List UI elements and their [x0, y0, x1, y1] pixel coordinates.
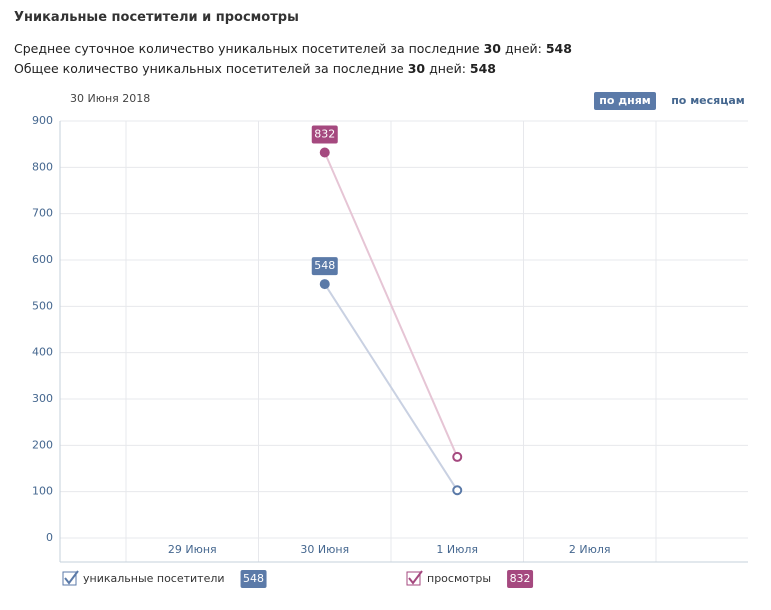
y-tick-label: 200 [32, 438, 53, 451]
point [452, 451, 463, 462]
legend-badge [240, 570, 267, 588]
legend-badge [507, 570, 534, 588]
summary-days: 30 [407, 61, 426, 76]
date-label: 30 Июня 2018 [70, 92, 150, 105]
y-tick-label: 400 [32, 346, 53, 359]
point [452, 485, 463, 496]
day-button-label[interactable]: по дням [599, 94, 651, 107]
y-tick-label: 500 [32, 299, 53, 312]
value-badge [311, 125, 338, 144]
summary-value: 548 [469, 61, 496, 76]
y-tick-label: 300 [32, 392, 53, 405]
legend-total: 548 [243, 572, 264, 585]
title: Уникальные посетители и просмотры [14, 10, 299, 25]
summary-days: 30 [483, 41, 502, 56]
summary-unit: дней: [505, 41, 542, 56]
x-tick-label: 2 Июля [569, 543, 611, 556]
summary-text: Общее количество уникальных посетителей … [14, 61, 404, 76]
summary-line: Общее количество уникальных посетителей … [14, 61, 496, 76]
legend-total: 832 [510, 572, 531, 585]
point [319, 147, 330, 158]
y-tick-label: 900 [32, 114, 53, 127]
summary-value: 548 [545, 41, 572, 56]
summary-line: Среднее суточное количество уникальных п… [14, 41, 572, 56]
x-tick-label: 29 Июня [168, 543, 217, 556]
month-button-label[interactable]: по месяцам [671, 94, 745, 107]
value-badge [311, 257, 338, 276]
legend-label[interactable]: уникальные посетители [83, 572, 225, 585]
y-tick-label: 100 [32, 485, 53, 498]
summary-text: Среднее суточное количество уникальных п… [14, 41, 480, 56]
legend-checkbox[interactable] [62, 571, 77, 586]
series-line [323, 283, 459, 491]
y-tick-label: 0 [46, 531, 53, 544]
legend-checkbox[interactable] [406, 571, 421, 586]
point [319, 279, 330, 290]
value-label: 548 [314, 259, 335, 272]
summary-unit: дней: [429, 61, 466, 76]
day-button[interactable] [594, 92, 656, 110]
legend-label[interactable]: просмотры [427, 572, 491, 585]
x-tick-label: 1 Июля [436, 543, 478, 556]
legend-check[interactable] [408, 570, 423, 585]
value-label: 832 [314, 128, 335, 141]
legend-check[interactable] [64, 570, 79, 585]
x-tick-label: 30 Июня [300, 543, 349, 556]
series-line [323, 152, 459, 458]
plot-area [60, 121, 748, 562]
y-tick-label: 700 [32, 207, 53, 220]
y-tick-label: 800 [32, 160, 53, 173]
y-tick-label: 600 [32, 253, 53, 266]
